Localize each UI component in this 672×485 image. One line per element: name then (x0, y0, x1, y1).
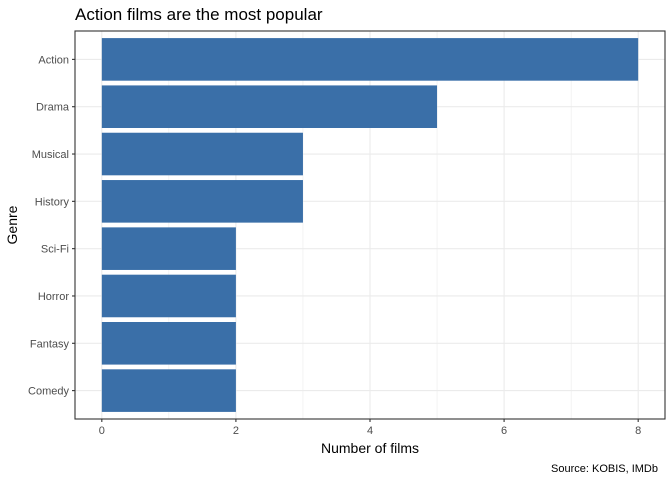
x-axis: 0 2 4 6 8 (99, 419, 641, 437)
y-axis: Action Drama Musical History Sci-Fi Horror Fan… (28, 54, 75, 398)
y-tick-label: Horror (38, 291, 70, 303)
bar (101, 180, 303, 223)
chart-caption: Source: KOBIS, IMDb (551, 463, 658, 475)
x-axis-label: Number of films (321, 440, 419, 456)
y-tick-label: Comedy (28, 386, 69, 398)
y-tick-label: Sci-Fi (41, 244, 69, 256)
x-tick-label: 4 (367, 425, 373, 437)
bar (101, 274, 236, 318)
x-tick-label: 8 (635, 425, 641, 437)
y-tick-label: Musical (32, 149, 69, 161)
y-tick-label: Drama (36, 102, 70, 114)
y-tick-label: History (35, 196, 70, 208)
chart-title: Action films are the most popular (75, 5, 323, 24)
x-tick-label: 0 (99, 425, 105, 437)
bars (101, 38, 639, 412)
y-tick-label: Fantasy (30, 338, 70, 350)
bar (101, 132, 303, 176)
bar (101, 322, 236, 365)
bar (101, 227, 236, 270)
y-tick-label: Action (38, 54, 69, 66)
x-tick-label: 2 (233, 425, 239, 437)
y-axis-label: Genre (4, 205, 20, 244)
bar (101, 85, 438, 128)
x-tick-label: 6 (501, 425, 507, 437)
bar (101, 369, 236, 412)
bar (101, 38, 639, 81)
